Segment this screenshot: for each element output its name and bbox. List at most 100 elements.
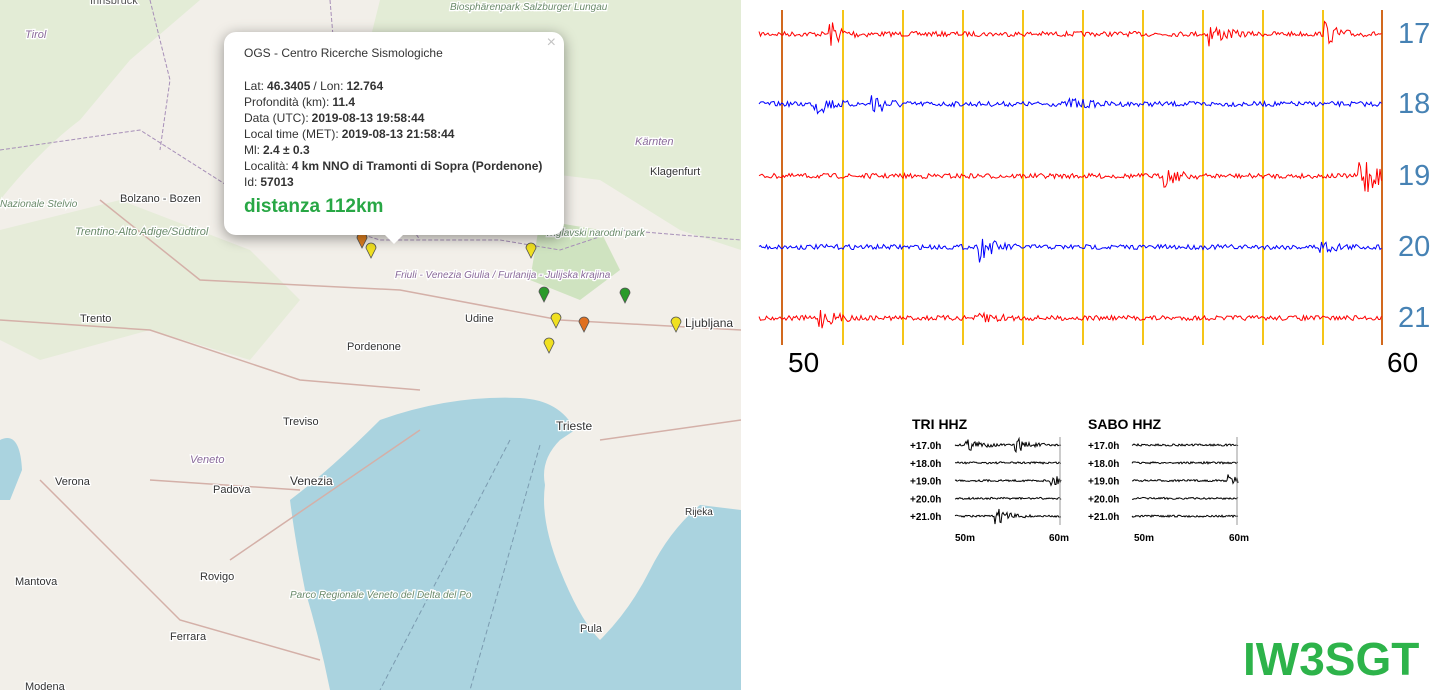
place-label: Veneto <box>190 454 224 466</box>
popup-line: Località: 4 km NNO di Tramonti di Sopra (… <box>244 158 542 174</box>
mini-trace <box>954 461 1061 465</box>
row-label: +21.0h <box>1088 512 1119 523</box>
field-label: Ml: <box>244 143 260 157</box>
minute-label: 60 <box>1387 347 1418 378</box>
minute-label: 50 <box>788 347 819 378</box>
mini-trace <box>1131 443 1239 447</box>
popup-line: Id: 57013 <box>244 174 542 190</box>
trace <box>758 162 1382 193</box>
place-label: Rovigo <box>200 571 234 583</box>
popup-line: Ml: 2.4 ± 0.3 <box>244 142 542 158</box>
mini-trace <box>954 508 1062 525</box>
field: Profondità (km): 11.4 <box>244 95 355 109</box>
field-value: 57013 <box>260 175 294 189</box>
event-marker[interactable] <box>578 316 590 333</box>
mini-x-label: 60m <box>1229 533 1249 544</box>
place-label: Trentino-Alto Adige/Südtirol <box>75 226 209 238</box>
popup-line: Data (UTC): 2019-08-13 19:58:44 <box>244 110 542 126</box>
mini-x-label: 50m <box>1134 533 1154 544</box>
row-label: +20.0h <box>910 494 941 505</box>
trace <box>758 310 1382 329</box>
row-label: +17.0h <box>1088 441 1119 452</box>
hour-label: 21 <box>1398 302 1430 334</box>
event-marker[interactable] <box>550 312 562 329</box>
roads <box>0 199 741 661</box>
place-label: Trento <box>80 313 111 325</box>
place-label: Triglavski narodni park <box>545 228 646 239</box>
place-label: Nazionale Stelvio <box>0 199 78 210</box>
field-value: 11.4 <box>332 95 356 109</box>
popup-line: Lat: 46.3405/ Lon: 12.764 <box>244 78 542 94</box>
event-marker[interactable] <box>619 287 631 304</box>
field-label: Id: <box>244 175 258 189</box>
field: Lat: 46.3405 <box>244 79 310 93</box>
mini-trace <box>954 436 1062 454</box>
place-label: Bolzano - Bozen <box>120 193 201 205</box>
place-label: Ferrara <box>170 631 207 643</box>
event-marker[interactable] <box>538 286 550 303</box>
row-label: +20.0h <box>1088 494 1119 505</box>
place-label: Klagenfurt <box>650 166 700 178</box>
mini-x-label: 60m <box>1049 533 1069 544</box>
seismogram: 17 18 19 20 21 50 60 TRI HHZ +17.0h +18.0h +19.0h +… <box>758 10 1430 544</box>
field-label: Local time (MET): <box>244 127 339 141</box>
place-label: Udine <box>465 313 494 325</box>
close-button[interactable]: × <box>546 34 556 51</box>
mini-x-label: 50m <box>955 533 975 544</box>
field-label: Località: <box>244 159 289 173</box>
trace <box>758 20 1382 47</box>
place-label: Modena <box>25 681 66 690</box>
mini-trace <box>954 496 1062 501</box>
field-value: 4 km NNO di Tramonti di Sopra (Pordenone… <box>291 159 543 173</box>
place-label: Tirol <box>25 29 47 41</box>
field-value: 12.764 <box>346 79 384 93</box>
field: Data (UTC): 2019-08-13 19:58:44 <box>244 111 424 125</box>
event-marker[interactable] <box>525 242 537 259</box>
mini-trace <box>1131 496 1239 501</box>
popup-tip <box>384 234 404 244</box>
field-value: 2019-08-13 19:58:44 <box>311 111 425 125</box>
place-label: Pula <box>580 623 603 635</box>
field-label: Profondità (km): <box>244 95 330 109</box>
mini-trace <box>954 476 1062 487</box>
field-value: 2019-08-13 21:58:44 <box>341 127 455 141</box>
place-label: Biosphärenpark Salzburger Lungau <box>450 2 608 13</box>
place-label: Kärnten <box>635 136 674 148</box>
field-label: Lat: <box>244 79 265 93</box>
field-label: / Lon: <box>313 79 344 93</box>
field: Id: 57013 <box>244 175 294 189</box>
forest <box>0 200 300 360</box>
sea <box>290 397 741 690</box>
popup-line: Local time (MET): 2019-08-13 21:58:44 <box>244 126 542 142</box>
event-marker[interactable] <box>365 242 377 259</box>
row-label: +19.0h <box>910 477 941 488</box>
place-label: Pordenone <box>347 341 401 353</box>
event-marker[interactable] <box>670 316 682 333</box>
place-label: Trieste <box>556 419 593 433</box>
place-label: Padova <box>213 484 251 496</box>
popup: × OGS - Centro Ricerche Sismologiche Lat… <box>224 32 564 235</box>
hour-label: 19 <box>1398 160 1430 192</box>
field: Ml: 2.4 ± 0.3 <box>244 143 310 157</box>
field-value: 46.3405 <box>267 79 311 93</box>
row-label: +18.0h <box>910 459 941 470</box>
place-label: Rijeka <box>685 507 713 518</box>
place-label: Ljubljana <box>685 316 733 330</box>
event-marker[interactable] <box>543 337 555 354</box>
mini-trace <box>1132 474 1239 485</box>
popup-line: Profondità (km): 11.4 <box>244 94 542 110</box>
place-label: Innsbruck <box>90 0 138 7</box>
popup-lines: Lat: 46.3405/ Lon: 12.764 Profondità (km): 1… <box>244 78 542 190</box>
field-label: Data (UTC): <box>244 111 309 125</box>
lake <box>0 438 22 500</box>
station-name: SABO HHZ <box>1088 416 1162 432</box>
place-label: Mantova <box>15 576 58 588</box>
station-name: TRI HHZ <box>912 416 968 432</box>
field: / Lon: 12.764 <box>313 79 383 93</box>
row-label: +17.0h <box>910 441 941 452</box>
place-label: Venezia <box>290 474 333 488</box>
row-label: +21.0h <box>910 512 941 523</box>
field-value: 2.4 ± 0.3 <box>263 143 310 157</box>
place-label: Parco Regionale Veneto del Delta del Po <box>290 590 472 601</box>
